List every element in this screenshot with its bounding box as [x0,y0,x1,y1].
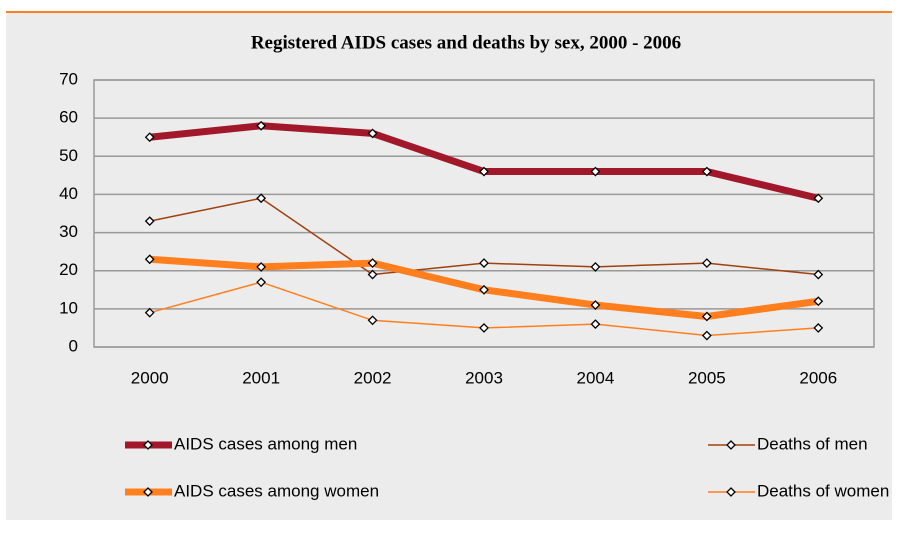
marker [590,166,601,177]
marks [144,120,824,341]
legend-marker [143,487,153,497]
marker [479,323,489,333]
y-tick-label: 70 [59,69,78,88]
legend-label: Deaths of men [757,434,868,453]
marker [479,284,489,295]
legend-label: AIDS cases among women [174,481,379,500]
x-tick-label: 2000 [131,368,169,387]
legend-marker [143,440,153,450]
marker [144,307,155,318]
marker [813,193,824,204]
marker [256,261,267,272]
y-tick-label: 0 [69,336,78,355]
marker [256,277,267,288]
marker [590,300,601,310]
marker [701,258,712,269]
marker [701,166,712,177]
y-tick-label: 40 [59,184,78,203]
marker [367,128,378,139]
x-tick-label: 2004 [577,368,615,387]
x-tick-label: 2005 [688,368,726,387]
x-tick-label: 2006 [799,368,837,387]
plot-border [93,79,875,348]
x-tick-label: 2002 [354,368,392,387]
grid [94,79,874,348]
marker [367,258,378,269]
legend-label: Deaths of women [757,481,889,500]
y-tick-label: 30 [59,222,78,241]
marker [367,315,378,326]
y-tick-label: 10 [59,298,78,317]
marker [701,311,712,322]
legend-label: AIDS cases among men [174,434,357,453]
marker [256,193,267,204]
legend-marker [726,487,736,497]
y-tick-label: 60 [59,108,78,127]
marker [813,296,824,307]
y-tick-label: 50 [59,146,78,165]
marker [144,254,155,265]
x-tick-label: 2003 [465,368,503,387]
x-tick-label: 2001 [242,368,280,387]
marker [144,216,155,227]
marker [701,330,712,341]
marker [813,323,824,333]
chart-title: Registered AIDS cases and deaths by sex,… [251,32,681,53]
marker [813,269,824,280]
marker [479,166,489,177]
marker [256,120,267,131]
marker [590,319,601,330]
y-tick-label: 20 [59,260,78,279]
marker [144,132,155,143]
marker [367,269,378,280]
marker [590,261,601,272]
legend-marker [726,440,736,450]
marker [479,258,489,269]
